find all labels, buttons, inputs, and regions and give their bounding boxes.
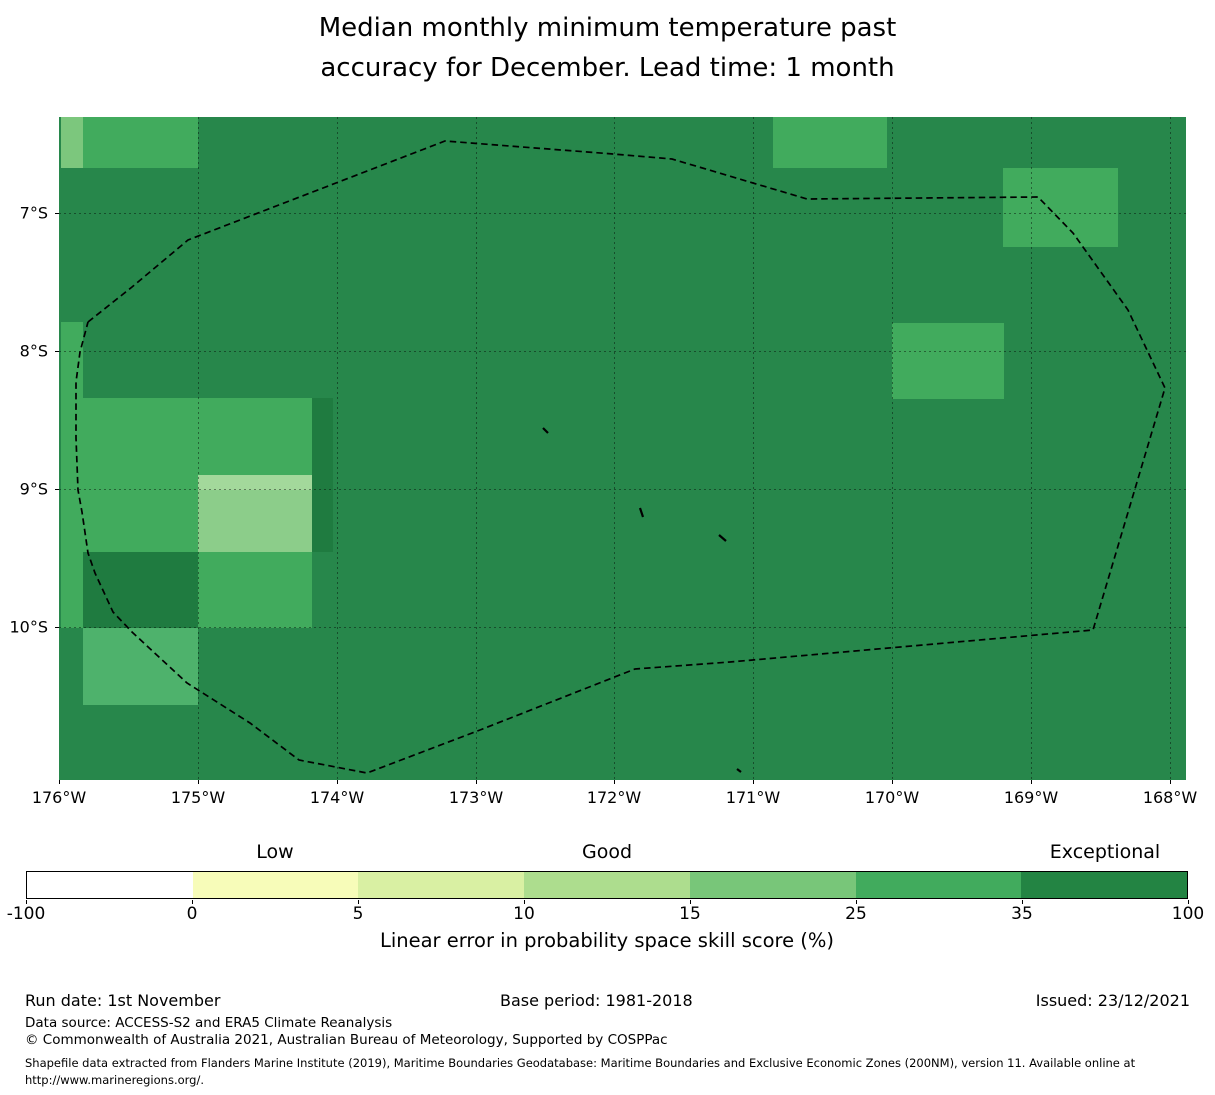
footer-issued: Issued: 23/12/2021 [1035,991,1190,1010]
colorbar-tick-label: 25 [845,904,867,924]
x-tickmark [1170,780,1171,784]
colorbar-segment [192,872,359,898]
x-tick-label: 168°W [1142,788,1198,807]
x-tick-label: 171°W [725,788,781,807]
island-mark [736,768,742,773]
footer-base-period: Base period: 1981-2018 [500,991,693,1010]
colorbar-axis-label: Linear error in probability space skill … [379,929,835,952]
map-plot-area [59,117,1186,780]
colorbar-tick-label: 15 [679,904,701,924]
colorbar-tick-label: 35 [1011,904,1033,924]
longitude-gridline [476,117,477,780]
x-tickmark [892,780,893,784]
colorbar-segment [855,872,1022,898]
chart-title: Median monthly minimum temperature past … [0,8,1215,88]
chart-title-line1: Median monthly minimum temperature past [318,13,897,43]
island-mark [542,427,549,434]
colorbar-tickmark [524,900,525,904]
eez-boundary-layer [75,140,1166,774]
grid-cell [83,398,198,553]
colorbar-segment [524,872,690,898]
y-tick-label: 10°S [9,617,48,637]
island-mark [638,507,645,518]
grid-cell [83,117,198,168]
colorbar-tick-label: 5 [352,904,364,924]
colorbar-tickmark [856,900,857,904]
x-tick-label: 174°W [309,788,365,807]
colorbar-tickmark [690,900,691,904]
colorbar-tickmark [358,900,359,904]
x-tickmark [59,780,60,784]
longitude-gridline [753,117,754,780]
colorbar-category-label: Low [256,841,294,863]
colorbar-tick-label: 10 [513,904,535,924]
x-tick-label: 170°W [864,788,920,807]
y-tick-label: 8°S [19,341,48,361]
longitude-gridline [1031,117,1032,780]
colorbar-segment [689,872,856,898]
grid-cell [312,398,333,552]
colorbar-tick-label: 100 [1171,904,1205,924]
longitude-gridline [892,117,893,780]
longitude-gridline [614,117,615,780]
grid-cell [1003,168,1118,247]
colorbar-category-label: Exceptional [1049,841,1161,863]
colorbar-tickmark [1022,900,1023,904]
latitude-gridline [59,213,1186,214]
x-tickmark [753,780,754,784]
longitude-gridline [198,117,199,780]
y-tick-label: 9°S [19,479,48,499]
y-tick-label: 7°S [19,203,48,223]
grid-cell [198,552,312,628]
colorbar-tickmark [26,900,27,904]
footer-run-date: Run date: 1st November [25,991,221,1010]
footer-shapefile-note: Shapefile data extracted from Flanders M… [25,1056,1136,1088]
grid-cell [892,323,1004,399]
grid-cell [773,117,887,168]
x-tick-label: 175°W [170,788,226,807]
x-tick-label: 173°W [448,788,504,807]
latitude-gridline [59,489,1186,490]
x-tick-label: 172°W [586,788,642,807]
x-tick-label: 169°W [1003,788,1059,807]
colorbar-tickmark [1188,900,1189,904]
colorbar-tick-label: -100 [6,904,46,924]
x-tickmark [1031,780,1032,784]
x-tickmark [337,780,338,784]
island-mark [718,534,727,542]
grid-cell [61,322,83,628]
grid-cell [198,475,312,490]
grid-cell [198,398,312,475]
x-tickmark [614,780,615,784]
longitude-gridline [1170,117,1171,780]
footer-data-source: Data source: ACCESS-S2 and ERA5 Climate … [25,1015,393,1031]
latitude-gridline [59,351,1186,352]
colorbar-segment [27,872,193,898]
colorbar-tickmark [192,900,193,904]
footer-copyright: © Commonwealth of Australia 2021, Austra… [25,1032,668,1048]
colorbar-segment [358,872,525,898]
latitude-gridline [59,627,1186,628]
colorbar-tick-label: 0 [186,904,198,924]
colorbar-category-label: Good [581,841,633,863]
longitude-gridline [337,117,338,780]
chart-title-line2: accuracy for December. Lead time: 1 mont… [320,53,895,83]
grid-cell [198,490,312,552]
eez-dashed-boundary [75,140,1166,774]
x-tickmark [476,780,477,784]
colorbar [26,871,1188,899]
grid-cell [61,117,83,168]
x-tick-label: 176°W [31,788,87,807]
x-tickmark [198,780,199,784]
colorbar-segment [1021,872,1188,898]
